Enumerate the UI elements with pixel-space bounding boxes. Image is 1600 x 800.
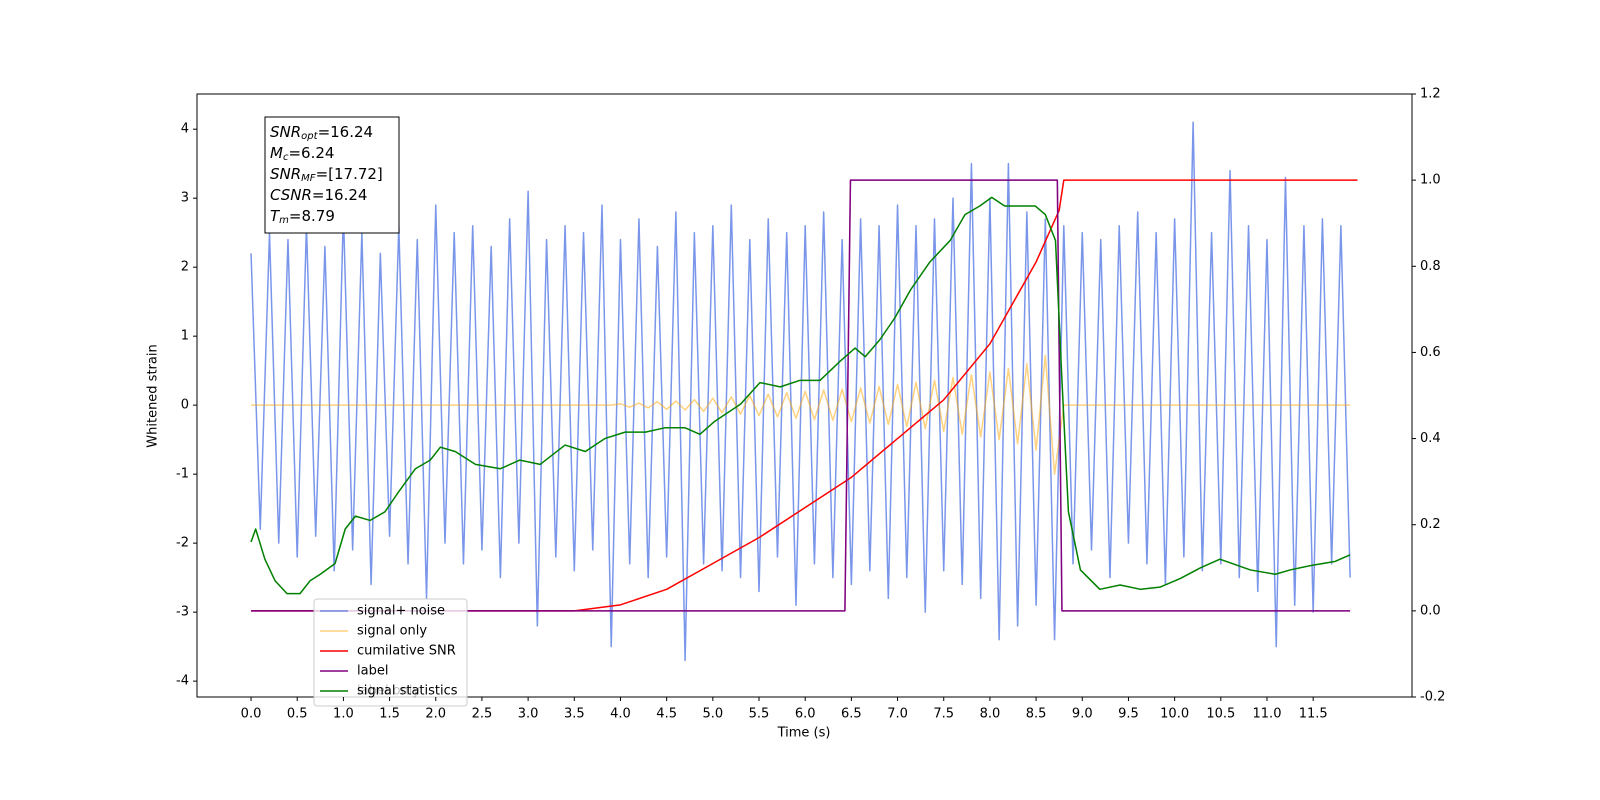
y2-tick-label: 0.6 xyxy=(1420,345,1441,360)
y-tick-label: 4 xyxy=(181,122,189,137)
annotation-symbol: T xyxy=(270,207,281,225)
x-tick-label: 0.0 xyxy=(241,707,262,722)
x-tick-label: 10.0 xyxy=(1160,707,1189,722)
x-tick-label: 5.0 xyxy=(702,707,723,722)
x-axis-label: Time (s) xyxy=(777,726,831,741)
x-tick-label: 9.5 xyxy=(1118,707,1139,722)
legend-label: label xyxy=(357,664,388,679)
legend-frame xyxy=(313,598,468,707)
y2-tick-label: 0.4 xyxy=(1420,431,1441,446)
series-line xyxy=(251,354,1351,475)
y-tick-label: 2 xyxy=(181,260,189,275)
x-tick-label: 5.5 xyxy=(749,707,770,722)
legend-label: signal+ noise xyxy=(357,604,445,619)
x-tick-label: 8.0 xyxy=(980,707,1001,722)
annotation-symbol: M xyxy=(270,144,283,162)
annotation-subscript: m xyxy=(279,215,289,226)
y2-tick-label: 1.2 xyxy=(1420,87,1441,102)
x-tick-label: 6.5 xyxy=(841,707,862,722)
x-tick-label: 0.5 xyxy=(287,707,308,722)
x-tick-label: 8.5 xyxy=(1026,707,1047,722)
annotation-value: =16.24 xyxy=(312,186,368,204)
series-line xyxy=(250,196,1351,595)
x-tick-label: 3.0 xyxy=(518,707,539,722)
x-tick-label: 7.5 xyxy=(933,707,954,722)
x-tick-label: 11.0 xyxy=(1253,707,1282,722)
legend: signal+ noise signal only cumilative SNR la… xyxy=(313,598,468,707)
y-tick-label: -2 xyxy=(176,536,189,551)
x-tick-label: 10.5 xyxy=(1206,707,1235,722)
legend-label: signal statistics xyxy=(357,684,458,699)
y2-tick-label: 0.8 xyxy=(1420,259,1441,274)
legend-label: signal only xyxy=(357,624,427,639)
y-tick-label: -3 xyxy=(176,605,189,620)
y-tick-label: -4 xyxy=(176,674,189,689)
x-tick-label: 1.5 xyxy=(379,707,400,722)
annotation-symbol: SNR xyxy=(270,165,301,183)
x-tick-label: 2.0 xyxy=(425,707,446,722)
y2-tick-label: -0.2 xyxy=(1420,690,1445,705)
series-line xyxy=(251,179,1351,612)
annotation-value: =[17.72] xyxy=(316,165,383,183)
annotation-subscript: c xyxy=(283,152,289,163)
annotation-symbol: CSNR xyxy=(270,186,312,204)
x-tick-label: 6.0 xyxy=(795,707,816,722)
x-tick-label: 2.5 xyxy=(472,707,493,722)
annotation-text: Tm=8.79 xyxy=(270,207,335,227)
x-tick-label: 7.0 xyxy=(887,707,908,722)
annotation-subscript: MF xyxy=(301,173,316,184)
annotation-text: Mc=6.24 xyxy=(270,144,334,164)
annotation-box: SNRopt=16.24Mc=6.24SNRMF=[17.72]CSNR=16.… xyxy=(264,116,400,234)
axes-frame xyxy=(196,93,1413,698)
y-axis-label: Whitened strain xyxy=(146,344,161,447)
x-tick-label: 9.0 xyxy=(1072,707,1093,722)
annotation-text: CSNR=16.24 xyxy=(270,186,367,204)
series-line xyxy=(251,179,1358,612)
y-tick-label: -1 xyxy=(176,467,189,482)
annotation-symbol: SNR xyxy=(270,123,301,141)
series-line xyxy=(250,121,1351,662)
annotation-value: =8.79 xyxy=(289,207,335,225)
y-tick-label: 0 xyxy=(181,398,189,413)
legend-label: cumilative SNR xyxy=(357,644,456,659)
annotation-text: SNRopt=16.24 xyxy=(270,123,373,143)
annotation-value: =16.24 xyxy=(318,123,374,141)
annotation-frame xyxy=(264,116,400,234)
plot-area xyxy=(250,121,1358,662)
y-tick-label: 1 xyxy=(181,329,189,344)
annotation-value: =6.24 xyxy=(288,144,334,162)
x-tick-label: 3.5 xyxy=(564,707,585,722)
y2-tick-label: 0.2 xyxy=(1420,517,1441,532)
legend-label: label only xyxy=(357,684,420,699)
x-tick-label: 4.5 xyxy=(656,707,677,722)
x-tick-label: 11.5 xyxy=(1299,707,1328,722)
x-tick-label: 4.0 xyxy=(610,707,631,722)
x-tick-label: 1.0 xyxy=(333,707,354,722)
y2-tick-label: 1.0 xyxy=(1420,173,1441,188)
y-tick-label: 3 xyxy=(181,191,189,206)
annotation-text: SNRMF=[17.72] xyxy=(270,165,383,185)
y2-tick-label: 0.0 xyxy=(1420,603,1441,618)
annotation-subscript: opt xyxy=(301,131,318,142)
